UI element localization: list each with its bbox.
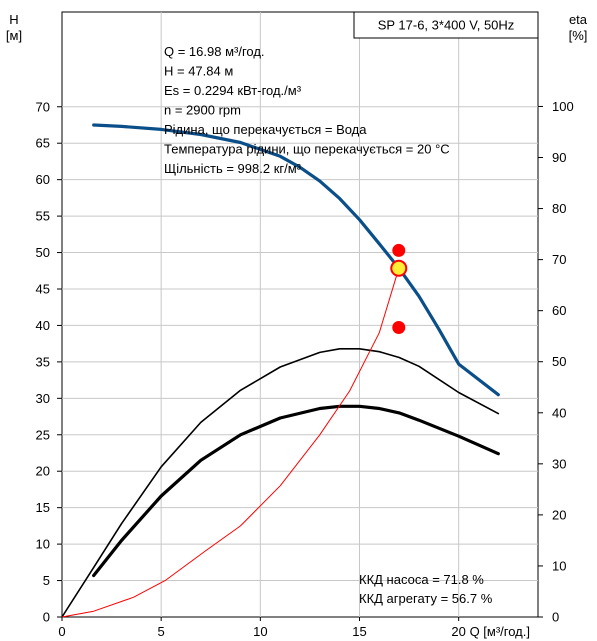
y-left-tick-label: 60 xyxy=(36,172,50,187)
efficiency-line: ККД агрегату = 56.7 % xyxy=(359,591,493,606)
y-right-tick-label: 20 xyxy=(552,507,566,522)
info-line: Щільність = 998.2 кг/м³ xyxy=(164,161,302,176)
y-left-tick-label: 65 xyxy=(36,136,50,151)
y-left-tick-label: 30 xyxy=(36,391,50,406)
y-right-tick-label: 60 xyxy=(552,303,566,318)
y-left-tick-label: 20 xyxy=(36,464,50,479)
x-tick-label: 10 xyxy=(253,624,267,639)
y-left-tick-label: 0 xyxy=(43,610,50,625)
y-left-tick-label: 55 xyxy=(36,209,50,224)
info-line: Es = 0.2294 кВт-год./м³ xyxy=(164,83,302,98)
left-axis-title: H xyxy=(9,12,18,27)
x-tick-label: 0 xyxy=(58,624,65,639)
total-efficiency-marker xyxy=(392,321,406,335)
y-right-tick-label: 80 xyxy=(552,201,566,216)
y-left-tick-label: 70 xyxy=(36,99,50,114)
operating-info-block: Q = 16.98 м³/год. H = 47.84 м Es = 0.2294 … xyxy=(164,44,450,176)
right-axis-unit: [%] xyxy=(569,28,588,43)
x-tick-label: 15 xyxy=(352,624,366,639)
y-left-tick-label: 15 xyxy=(36,500,50,515)
efficiency-line: ККД насоса = 71.8 % xyxy=(359,572,484,587)
pump-efficiency-curve xyxy=(61,348,500,618)
info-line: Температура рідини, що перекачується = 2… xyxy=(164,142,450,157)
y-right-tick-label: 40 xyxy=(552,405,566,420)
title-box xyxy=(353,11,539,39)
y-left-tick-label: 35 xyxy=(36,354,50,369)
y-right-tick-label: 90 xyxy=(552,150,566,165)
y-right-tick-label: 50 xyxy=(552,354,566,369)
y-right-tick-label: 70 xyxy=(552,252,566,267)
grid-lines xyxy=(62,12,538,617)
total-efficiency-curve xyxy=(92,404,500,578)
chart-title: SP 17-6, 3*400 V, 50Hz xyxy=(378,18,515,33)
y-right-tick-label: 100 xyxy=(552,99,574,114)
x-tick-label: 5 xyxy=(158,624,165,639)
info-line: Рідина, що перекачується = Вода xyxy=(164,122,367,137)
head-curve xyxy=(92,123,500,397)
y-left-tick-label: 25 xyxy=(36,427,50,442)
y-left-tick-label: 40 xyxy=(36,318,50,333)
info-line: n = 2900 rpm xyxy=(164,103,241,118)
left-axis-unit: [м] xyxy=(6,28,22,43)
y-right-tick-label: 30 xyxy=(552,456,566,471)
y-left-tick-label: 45 xyxy=(36,281,50,296)
chart-curves xyxy=(61,123,500,618)
y-right-tick-label: 0 xyxy=(552,610,559,625)
pump-efficiency-marker xyxy=(392,243,406,257)
y-right-tick-label: 10 xyxy=(552,558,566,573)
efficiency-info-block: ККД насоса = 71.8 % ККД агрегату = 56.7 % xyxy=(359,572,493,606)
info-line: H = 47.84 м xyxy=(164,64,233,79)
system-curve xyxy=(61,267,400,618)
info-line: Q = 16.98 м³/год. xyxy=(164,44,265,59)
operating-point-marker xyxy=(390,259,408,277)
x-axis-title: Q [м³/год.] xyxy=(470,624,530,639)
y-left-tick-label: 5 xyxy=(43,573,50,588)
y-left-tick-label: 10 xyxy=(36,537,50,552)
axis-ticks: 0 5 10 15 20 0 5 10 15 20 25 30 35 40 45 50 55 60 65 70 0 10 2… xyxy=(36,99,574,639)
right-axis-title: eta xyxy=(569,12,588,27)
y-left-tick-label: 50 xyxy=(36,245,50,260)
x-tick-label: 20 xyxy=(451,624,465,639)
